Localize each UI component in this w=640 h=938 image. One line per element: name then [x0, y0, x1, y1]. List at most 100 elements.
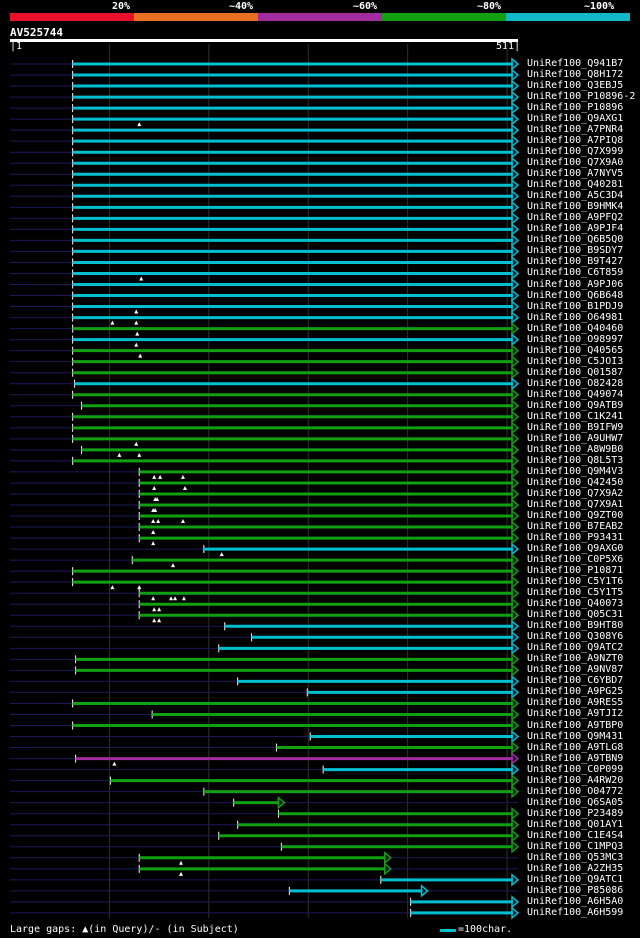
hit-label[interactable]: UniRef100_Q9M4V3 [527, 465, 624, 477]
hit-label[interactable]: UniRef100_Q941B7 [527, 58, 624, 69]
hit-label[interactable]: UniRef100_Q49074 [527, 388, 624, 400]
hit-label[interactable]: UniRef100_A9PFQ2 [527, 212, 624, 224]
hit-label[interactable]: UniRef100_B7EAB2 [527, 521, 624, 533]
hit-row[interactable] [10, 829, 520, 843]
hit-row[interactable] [10, 608, 520, 623]
hit-row[interactable] [10, 762, 520, 777]
hit-label[interactable]: UniRef100_A9TJI2 [527, 708, 624, 720]
hit-row[interactable] [10, 388, 520, 402]
hit-row[interactable] [10, 465, 520, 479]
hit-label[interactable]: UniRef100_Q9AXG1 [527, 113, 624, 125]
hit-row[interactable] [10, 619, 520, 633]
hit-label[interactable]: UniRef100_Q9ATC2 [527, 642, 624, 654]
hit-label[interactable]: UniRef100_A2ZH35 [527, 862, 624, 874]
hit-label[interactable]: UniRef100_A7NYV5 [527, 168, 624, 180]
hit-row[interactable] [10, 520, 520, 535]
hit-row[interactable] [10, 685, 520, 700]
hit-label[interactable]: UniRef100_P23489 [527, 807, 624, 819]
hit-label[interactable]: UniRef100_Q6B5Q0 [527, 234, 624, 246]
hit-label[interactable]: UniRef100_A8W9B0 [527, 443, 624, 455]
hit-row[interactable] [10, 807, 520, 821]
hit-row[interactable] [10, 862, 518, 876]
hit-row[interactable] [10, 410, 520, 424]
hit-row[interactable] [10, 266, 520, 281]
hit-label[interactable]: UniRef100_Q9ATB9 [527, 399, 624, 411]
hit-row[interactable] [10, 355, 520, 369]
hit-row[interactable] [10, 299, 520, 314]
hit-label[interactable]: UniRef100_Q40460 [527, 322, 624, 334]
hit-label[interactable]: UniRef100_Q01587 [527, 366, 624, 378]
hit-label[interactable]: UniRef100_Q40073 [527, 598, 624, 610]
hit-label[interactable]: UniRef100_A9PG25 [527, 686, 624, 698]
hit-row[interactable] [10, 575, 520, 590]
hit-label[interactable]: UniRef100_Q6B648 [527, 289, 624, 301]
hit-label[interactable]: UniRef100_O64981 [527, 311, 624, 323]
hit-label[interactable]: UniRef100_Q9AXG0 [527, 543, 624, 555]
hit-row[interactable] [10, 630, 520, 644]
hit-label[interactable]: UniRef100_C1E4S4 [527, 829, 624, 841]
hit-label[interactable]: UniRef100_A9NV87 [527, 664, 624, 676]
hit-label[interactable]: UniRef100_C6YBD7 [527, 675, 624, 687]
hit-row[interactable] [10, 178, 520, 192]
hit-label[interactable]: UniRef100_B9SDY7 [527, 245, 624, 257]
hit-row[interactable] [10, 454, 520, 468]
hit-row[interactable] [10, 333, 520, 347]
hit-row[interactable] [10, 751, 520, 766]
hit-row[interactable] [10, 68, 520, 82]
hit-row[interactable] [10, 366, 520, 380]
hit-label[interactable]: UniRef100_A7PNR4 [527, 124, 624, 136]
hit-row[interactable] [10, 57, 520, 71]
hit-label[interactable]: UniRef100_Q7X9A0 [527, 157, 624, 169]
hit-label[interactable]: UniRef100_Q7X9A1 [527, 499, 624, 510]
hit-row[interactable] [10, 156, 520, 170]
hit-row[interactable] [10, 740, 520, 755]
hit-label[interactable]: UniRef100_Q7X999 [527, 146, 624, 158]
hit-label[interactable]: UniRef100_A9PJ06 [527, 278, 624, 290]
hit-label[interactable]: UniRef100_C5JOI3 [527, 355, 624, 367]
hit-row[interactable] [10, 377, 520, 391]
hit-label[interactable]: UniRef100_A9PJF4 [527, 223, 624, 235]
hit-row[interactable] [10, 344, 520, 358]
hit-label[interactable]: UniRef100_C5Y1T5 [527, 587, 624, 599]
hit-row[interactable] [10, 399, 520, 413]
hit-row[interactable] [10, 123, 520, 137]
hit-row[interactable] [10, 321, 520, 336]
hit-row[interactable] [10, 476, 520, 490]
hit-row[interactable] [10, 288, 520, 303]
hit-label[interactable]: UniRef100_A9NZT0 [527, 653, 624, 665]
hit-label[interactable]: UniRef100_Q40281 [527, 179, 624, 191]
hit-row[interactable] [10, 498, 520, 512]
hit-label[interactable]: UniRef100_C1K241 [527, 410, 624, 422]
hit-label[interactable]: UniRef100_P10896 [527, 102, 624, 114]
hit-row[interactable] [10, 112, 520, 127]
hit-row[interactable] [10, 674, 520, 689]
hit-row[interactable] [10, 707, 520, 722]
hit-label[interactable]: UniRef100_A9RES5 [527, 697, 624, 709]
hit-label[interactable]: UniRef100_A6H599 [527, 906, 624, 918]
hit-label[interactable]: UniRef100_Q9ATC1 [527, 873, 624, 885]
hit-label[interactable]: UniRef100_O04772 [527, 785, 624, 797]
hit-row[interactable] [10, 597, 520, 612]
hit-row[interactable] [10, 851, 518, 865]
hit-row[interactable] [10, 663, 520, 677]
hit-label[interactable]: UniRef100_C0P5X6 [527, 554, 624, 566]
hit-row[interactable] [10, 774, 520, 788]
hit-label[interactable]: UniRef100_B1PDJ9 [527, 300, 624, 312]
hit-row[interactable] [10, 487, 520, 501]
hit-label[interactable]: UniRef100_Q8L5T3 [527, 454, 624, 466]
hit-label[interactable]: UniRef100_Q7X9A2 [527, 487, 624, 499]
hit-row[interactable] [10, 729, 520, 744]
hit-row[interactable] [10, 277, 520, 292]
hit-row[interactable] [10, 652, 520, 666]
hit-label[interactable]: UniRef100_P85086 [527, 884, 624, 896]
hit-row[interactable] [10, 696, 520, 711]
hit-row[interactable] [10, 134, 520, 148]
hit-row[interactable] [10, 310, 520, 325]
hit-row[interactable] [10, 564, 520, 578]
hit-row[interactable] [10, 101, 520, 115]
hit-row[interactable] [10, 233, 520, 248]
hit-label[interactable]: UniRef100_C0P099 [527, 763, 624, 775]
hit-row[interactable] [10, 895, 520, 909]
hit-label[interactable]: UniRef100_A5C3D4 [527, 190, 624, 202]
hit-label[interactable]: UniRef100_P93431 [527, 532, 624, 544]
